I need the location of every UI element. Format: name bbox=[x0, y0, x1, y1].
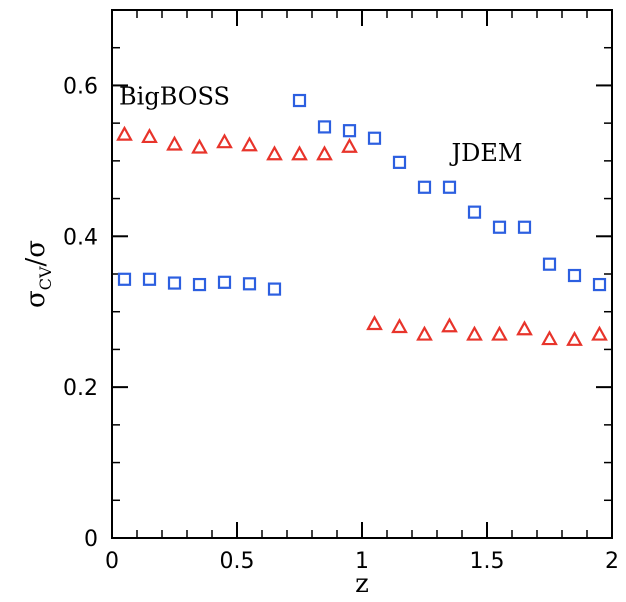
square-point bbox=[142, 272, 157, 286]
y-axis-label-subscript: CV bbox=[36, 266, 55, 290]
triangle-point bbox=[591, 325, 608, 341]
minor-ticks bbox=[112, 10, 612, 538]
y-axis-label: σCV/σ bbox=[21, 240, 55, 308]
y-tick-label: 0.4 bbox=[63, 225, 98, 250]
major-ticks bbox=[111, 10, 613, 539]
triangle-point bbox=[316, 145, 333, 161]
triangle-point bbox=[116, 125, 133, 141]
triangle-point bbox=[441, 317, 458, 333]
square-point bbox=[442, 180, 457, 194]
triangle-point bbox=[416, 325, 433, 341]
triangle-point bbox=[266, 145, 283, 161]
triangle-point bbox=[341, 137, 358, 153]
square-point bbox=[417, 180, 432, 194]
annotation-label: JDEM bbox=[449, 139, 523, 167]
square-point bbox=[592, 277, 607, 292]
triangle-point bbox=[466, 325, 483, 341]
y-axis-label-tail: /σ bbox=[21, 240, 51, 267]
square-point bbox=[117, 272, 132, 286]
y-tick-label: 0 bbox=[84, 527, 98, 552]
triangle-point bbox=[166, 135, 183, 151]
triangle-point bbox=[366, 315, 383, 331]
square-point bbox=[542, 257, 557, 271]
x-tick-label: 1 bbox=[355, 549, 369, 574]
triangle-point bbox=[191, 138, 208, 154]
square-point bbox=[467, 205, 482, 219]
square-point bbox=[217, 275, 232, 289]
y-tick-labels: 0 0.2 0.4 0.6 bbox=[63, 74, 98, 552]
x-tick-label: 0.5 bbox=[220, 549, 255, 574]
square-point bbox=[267, 282, 282, 296]
triangle-point bbox=[391, 318, 408, 334]
triangle-point bbox=[216, 133, 233, 149]
annotation-label: BigBOSS bbox=[119, 82, 230, 110]
annotations: BigBOSS JDEM bbox=[119, 82, 522, 167]
square-point bbox=[367, 131, 382, 145]
triangle-point bbox=[516, 320, 533, 336]
y-tick-label: 0.2 bbox=[63, 376, 98, 401]
square-point bbox=[317, 120, 332, 134]
triangle-point bbox=[566, 330, 583, 346]
square-point bbox=[567, 268, 582, 283]
y-axis-label-main: σ bbox=[21, 290, 51, 308]
data-markers bbox=[116, 93, 608, 346]
triangle-point bbox=[141, 127, 158, 144]
square-point bbox=[342, 124, 357, 138]
x-axis-label: z bbox=[355, 569, 369, 599]
square-point bbox=[517, 220, 532, 234]
square-point bbox=[167, 276, 182, 290]
square-point bbox=[492, 220, 507, 234]
triangle-point bbox=[291, 145, 308, 161]
square-point bbox=[242, 277, 257, 291]
x-tick-label: 1.5 bbox=[470, 549, 505, 574]
x-tick-label: 0 bbox=[105, 549, 119, 574]
x-tick-labels: 0 0.5 1 1.5 2 bbox=[105, 549, 619, 574]
triangle-point bbox=[491, 325, 508, 341]
square-point bbox=[392, 155, 407, 169]
triangle-point bbox=[241, 136, 258, 152]
square-point bbox=[292, 93, 307, 108]
triangle-point bbox=[541, 330, 558, 346]
square-point bbox=[192, 277, 207, 292]
x-tick-label: 2 bbox=[605, 549, 619, 574]
y-tick-label: 0.6 bbox=[63, 74, 98, 99]
